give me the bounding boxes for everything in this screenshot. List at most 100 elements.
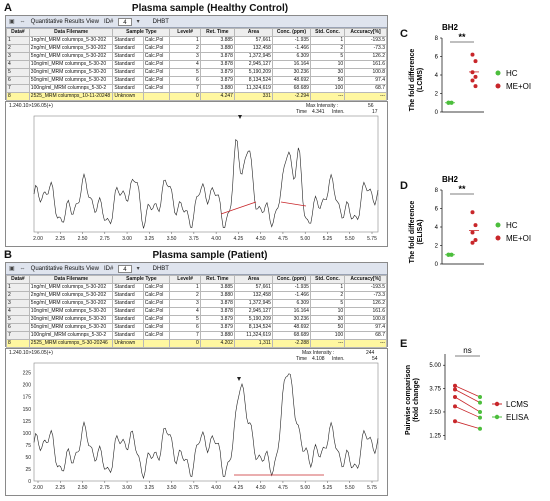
table-cell [142,92,171,101]
id-selector[interactable]: 4 [118,264,132,273]
data-point [473,223,478,228]
table-cell: Calc.Pol [142,283,171,292]
table-cell: 100 [309,331,346,340]
data-point [470,78,475,83]
table-cell: Standard [112,315,144,324]
column-header[interactable]: Data# [6,28,30,37]
table-cell: 2525_MRM columnps_10-11-20248 [28,92,114,101]
table-row[interactable]: 1 1ng/ml_MRM columnps_5-30-202 Standard Cal… [6,283,387,292]
table-cell: 1,372,945 [233,52,273,61]
chromatogram-plot-a[interactable]: 2.00 2.25 2.50 2.75 3.00 3.25 3.50 3.75 4.00 4.25… [6,102,387,246]
table-row[interactable]: 4 10ng/ml_MRM columnps_5-30-20 Standard Cal… [6,60,387,69]
table-cell [142,339,171,348]
window-titlebar-a: ▣ ⇔ Quantitative Results View ID# 4 ▾ DH… [6,16,387,28]
column-header[interactable]: Data# [6,275,30,284]
time-value: 4.341 [312,109,325,115]
table-row[interactable]: 6 50ng/ml_MRM columnps_5-30-20 Standard Cal… [6,323,387,332]
table-cell: -193.5 [344,283,387,292]
pair-line [454,420,481,430]
id-selector[interactable]: 4 [118,17,132,26]
max-intensity-value: 244 [366,350,375,356]
y-tick-label: 4 [435,225,439,231]
table-cell: 50 [309,76,346,85]
window-menu-icon[interactable]: ▣ [9,266,15,272]
table-cell: 3.879 [199,315,235,324]
sync-arrows-icon[interactable]: ⇔ [19,18,26,25]
y-axis-label: (fold change) [413,378,420,422]
table-cell: 48.692 [271,76,311,85]
column-header[interactable]: Ret. Time [199,275,235,284]
table-cell: 6.309 [271,52,311,61]
column-header[interactable]: Area [233,275,273,284]
panel-a-title: Plasma sample (Healthy Control) [131,3,289,14]
sync-arrows-icon[interactable]: ⇔ [19,265,26,272]
data-point [453,419,457,424]
table-row[interactable]: 5 30ng/ml_MRM columnps_5-30-20 Standard Cal… [6,315,387,324]
column-header[interactable]: Sample Type [112,275,171,284]
chart-title: BH2 [442,175,459,184]
column-header[interactable]: Area [233,28,273,37]
table-cell: 161.6 [344,307,387,316]
column-header[interactable]: Level# [169,275,201,284]
x-tick-label: 5.50 [345,485,355,491]
x-tick-label: 4.25 [234,485,244,491]
table-row[interactable]: 1 1ng/ml_MRM columnps_5-30-202 Standard Cal… [6,36,387,45]
column-header[interactable]: Data Filename [28,275,114,284]
table-cell: 30.236 [271,68,311,77]
y-axis-label: The fold difference [409,49,416,112]
column-header[interactable]: Conc. (ppm) [271,275,311,284]
y-tick-label: 4 [435,73,439,79]
table-cell: Standard [112,307,144,316]
column-header[interactable]: Std. Conc. [309,28,346,37]
results-table-b: Data# Data Filename Sample Type Level# Ret. … [6,275,387,348]
column-header[interactable]: Conc. (ppm) [271,28,311,37]
y-tick-label: 8 [435,36,439,42]
table-row[interactable]: 6 50ng/ml_MRM columnps_5-30-20 Standard Cal… [6,76,387,85]
chevron-down-icon[interactable]: ▾ [136,19,140,25]
column-header[interactable]: Ret. Time [199,28,235,37]
column-header[interactable]: Level# [169,28,201,37]
table-cell: -2.294 [271,92,311,101]
x-tick-label: 4.75 [278,236,288,242]
table-row[interactable]: 7 100ng/ml_MRM columnps_5-30-2 Standard Cal… [6,84,387,93]
table-row[interactable]: 4 10ng/ml_MRM columnps_5-30-20 Standard Cal… [6,307,387,316]
table-row[interactable]: 8 2525_MRM columnps_10-11-20248 Unknown 0 4.… [6,92,387,101]
x-tick-label: 4.00 [211,236,221,242]
window-menu-icon[interactable]: ▣ [9,19,15,25]
table-row[interactable]: 2 2ng/ml_MRM columnps_5-30-202 Standard Cal… [6,44,387,53]
legend-label: HC [506,221,518,230]
table-cell: 97.4 [344,76,387,85]
table-row[interactable]: 3 5ng/ml_MRM columnps_5-30-202 Standard Cal… [6,52,387,61]
table-cell: Standard [112,76,144,85]
table-cell: 6.309 [271,299,311,308]
column-header[interactable]: Data Filename [28,28,114,37]
table-cell: 8 [6,92,30,101]
table-cell: 7 [6,331,30,340]
table-cell: 7 [6,84,30,93]
table-cell: 1 [169,283,201,292]
x-tick-label: 3.25 [144,236,154,242]
table-cell: 3 [169,52,201,61]
x-tick-label: 5.50 [345,236,355,242]
table-row[interactable]: 8 2525_MRM columnps_5-30-20246 Unknown 0 4.2… [6,339,387,348]
table-cell: 0 [169,339,201,348]
x-tick-label: 2.25 [55,236,65,242]
column-header[interactable]: Sample Type [112,28,171,37]
x-tick-label: 3.75 [189,236,199,242]
method-name: DHBT [152,265,169,272]
table-row[interactable]: 3 5ng/ml_MRM columnps_5-30-202 Standard Cal… [6,299,387,308]
table-cell: -73.3 [344,44,387,53]
column-header[interactable]: Std. Conc. [309,275,346,284]
column-header[interactable]: Accuracy[%] [344,28,387,37]
table-row[interactable]: 2 2ng/ml_MRM columnps_5-30-202 Standard Cal… [6,291,387,300]
column-header[interactable]: Accuracy[%] [344,275,387,284]
panel-b-letter: B [4,249,12,261]
table-row[interactable]: 5 30ng/ml_MRM columnps_5-30-20 Standard Cal… [6,68,387,77]
table-cell: -1.935 [271,283,311,292]
peak-marker-icon [238,115,242,119]
chevron-down-icon[interactable]: ▾ [136,266,140,272]
table-row[interactable]: 7 100ng/ml_MRM columnps_5-30-2 Standard Cal… [6,331,387,340]
table-cell: 2525_MRM columnps_5-30-20246 [28,339,114,348]
table-cell: -2.288 [271,339,311,348]
chromatogram-plot-b[interactable]: 2.00 2.25 2.50 2.75 3.00 3.25 3.50 3.75 4.00 4.25… [6,349,387,495]
